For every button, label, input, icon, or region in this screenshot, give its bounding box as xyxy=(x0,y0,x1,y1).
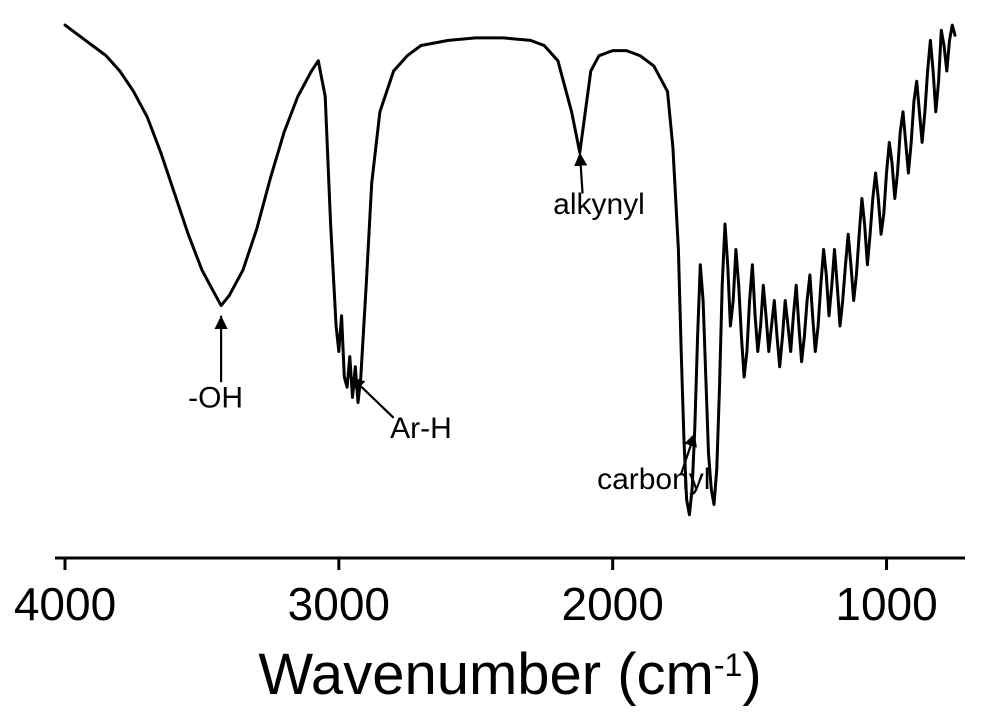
x-axis-label: Wavenumber (cm-1) xyxy=(258,642,761,707)
spectrum-trace xyxy=(65,25,955,515)
x-axis-tick-labels: 4000 3000 2000 1000 xyxy=(14,578,938,630)
annotation-label: carbonyl xyxy=(597,463,710,496)
x-axis-ticks xyxy=(65,558,887,570)
x-tick-label: 4000 xyxy=(14,578,116,630)
x-tick-label: 3000 xyxy=(288,578,390,630)
ir-spectrum-chart: 4000300020001000 -OHAr-Halkynylcarbonyl … xyxy=(0,0,1000,708)
annotations: -OH Ar-H alkynyl carbonyl xyxy=(188,153,710,497)
x-tick-label: 2000 xyxy=(562,578,664,630)
annotation-label: Ar-H xyxy=(390,412,452,445)
annotation-label: -OH xyxy=(188,382,243,415)
x-tick-label: 1000 xyxy=(835,578,937,630)
annotation-label: alkynyl xyxy=(553,188,645,221)
